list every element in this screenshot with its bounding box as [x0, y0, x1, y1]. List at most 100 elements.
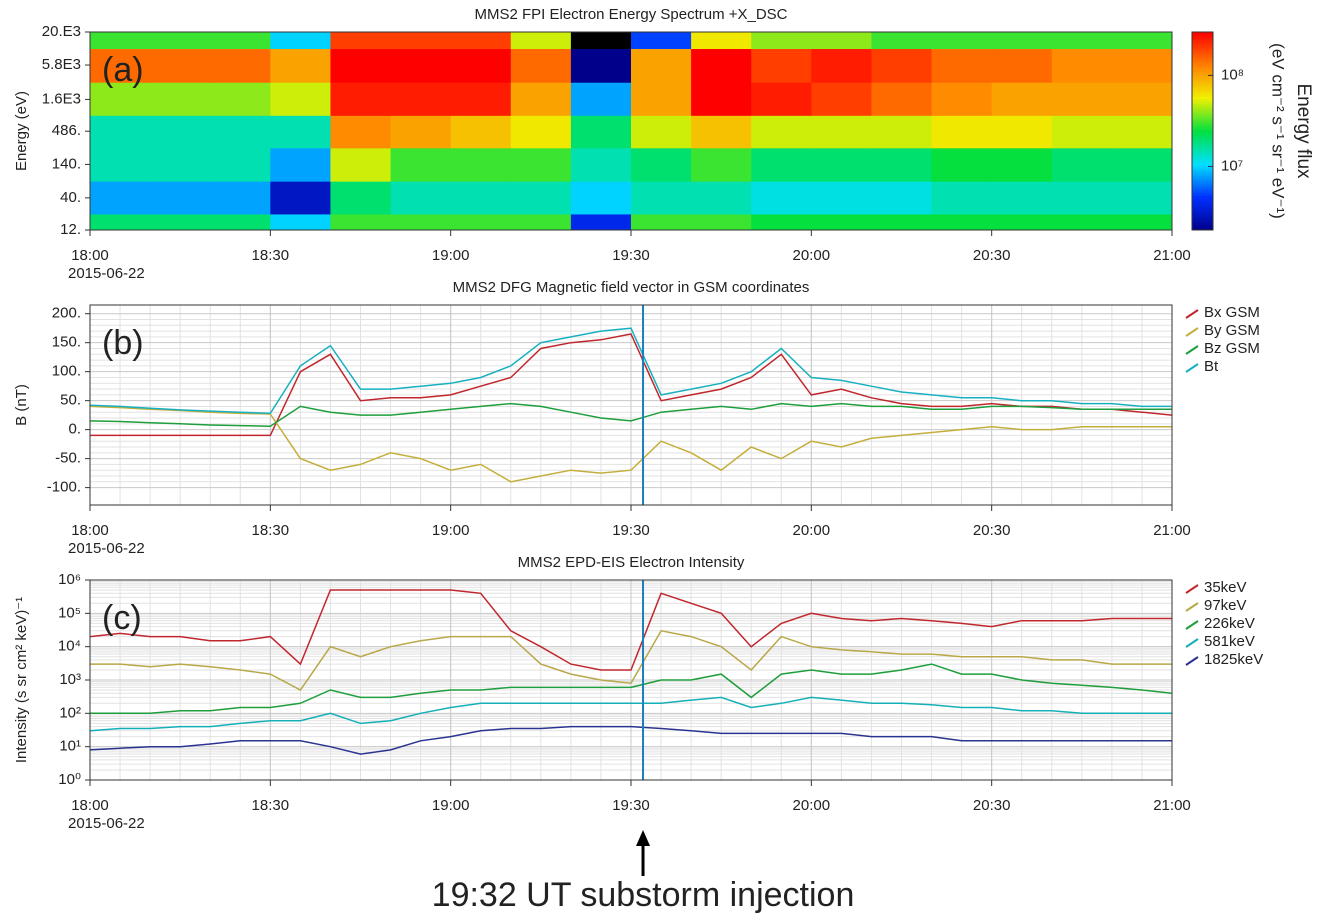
plot-area [90, 305, 1172, 505]
heat-cell [330, 147, 392, 182]
heat-cell [330, 115, 392, 149]
heat-cell [811, 181, 872, 215]
colorbar-strip [1192, 131, 1213, 134]
colorbar-strip [1192, 103, 1213, 107]
colorbar-strip [1192, 66, 1213, 70]
legend-label: Bz GSM [1204, 340, 1260, 357]
series-line [90, 696, 1172, 732]
heat-cell [751, 115, 812, 149]
legend-swatch [1185, 327, 1199, 337]
heat-cell [1051, 82, 1113, 116]
heat-cell [90, 213, 151, 230]
heat-cell [330, 213, 392, 230]
colorbar-strip [1192, 88, 1213, 92]
heat-cell [570, 147, 632, 182]
heat-cell [570, 213, 632, 230]
heat-cell [931, 82, 993, 116]
heat-cell [510, 147, 572, 182]
heat-cell [631, 181, 692, 215]
colorbar-strip [1192, 123, 1213, 127]
y-tick-label: 150. [52, 334, 81, 351]
heat-cell [90, 147, 151, 182]
heat-cell [570, 48, 632, 83]
heat-cell [150, 48, 211, 83]
x-tick-label: 21:00 [1153, 247, 1191, 264]
heat-cell [691, 213, 752, 230]
x-tick-label: 19:30 [612, 797, 650, 814]
x-tick-label: 20:30 [973, 522, 1011, 539]
heat-cell [751, 213, 812, 230]
y-tick-label: 50. [60, 392, 81, 409]
heat-cell [1051, 48, 1113, 83]
colorbar-tick-label: 10⁸ [1221, 66, 1244, 83]
heat-cell [811, 32, 872, 50]
x-tick-label: 19:30 [612, 247, 650, 264]
x-tick-label: 19:00 [432, 247, 470, 264]
colorbar-strip [1192, 210, 1213, 214]
legend-label: By GSM [1204, 322, 1260, 339]
colorbar-strip [1192, 106, 1213, 110]
x-tick-label: 18:00 [71, 247, 109, 264]
y-tick-label: 486. [52, 122, 81, 139]
heat-cell [691, 181, 752, 215]
heat-cell [570, 181, 632, 215]
y-tick-label: 10² [59, 704, 81, 721]
heat-cell [871, 147, 933, 182]
y-tick-label: 40. [60, 189, 81, 206]
colorbar-strip [1192, 158, 1213, 162]
heat-cell [90, 48, 151, 83]
heat-cell [450, 82, 512, 116]
legend-swatch [1185, 345, 1199, 355]
heat-cell [631, 32, 692, 50]
heat-cell [871, 32, 933, 50]
colorbar-strip [1192, 217, 1213, 221]
heat-cell [991, 32, 1053, 50]
colorbar-strip [1192, 96, 1213, 100]
colorbar-strip [1192, 91, 1213, 95]
y-tick-label: 200. [52, 305, 81, 322]
annotation: 19:32 UT substorm injection [432, 876, 855, 914]
colorbar-strip [1192, 81, 1213, 85]
heat-cell [210, 115, 271, 149]
heat-cell [991, 48, 1053, 83]
y-axis-label: B (nT) [13, 384, 30, 426]
heat-cell [691, 147, 752, 182]
heat-cell [150, 115, 211, 149]
y-tick-label: 10¹ [59, 738, 81, 755]
legend-swatch [1185, 584, 1199, 594]
heat-cell [270, 48, 331, 83]
heat-cell [210, 147, 271, 182]
colorbar-strip [1192, 49, 1213, 53]
y-tick-label: 100. [52, 363, 81, 380]
heat-cell [390, 147, 452, 182]
heat-cell [871, 82, 933, 116]
heat-cell [210, 181, 271, 215]
colorbar-strip [1192, 71, 1213, 75]
colorbar-strip [1192, 200, 1213, 204]
heat-cell [150, 213, 211, 230]
chart-title: MMS2 FPI Electron Energy Spectrum +X_DSC [474, 6, 787, 23]
heat-cell [150, 32, 211, 50]
heat-cell [751, 181, 812, 215]
colorbar-strip [1192, 197, 1213, 201]
legend-swatch [1185, 363, 1199, 373]
heat-cell [1111, 213, 1172, 230]
heat-cell [811, 115, 872, 149]
heat-cell [270, 82, 331, 116]
colorbar-strip [1192, 192, 1213, 196]
heat-cell [390, 213, 452, 230]
heat-cell [1111, 82, 1172, 116]
colorbar-strip [1192, 41, 1213, 45]
colorbar-strip [1192, 227, 1213, 231]
heat-cell [931, 48, 993, 83]
heat-cell [871, 115, 933, 149]
heat-cell [751, 82, 812, 116]
heat-cell [871, 181, 933, 215]
colorbar-strip [1192, 39, 1213, 43]
colorbar-strip [1192, 150, 1213, 154]
colorbar-strip [1192, 34, 1213, 38]
colorbar-strip [1192, 207, 1213, 211]
heat-cell [811, 147, 872, 182]
legend-label: Bt [1204, 358, 1219, 375]
colorbar-tick-label: 10⁷ [1221, 157, 1243, 174]
